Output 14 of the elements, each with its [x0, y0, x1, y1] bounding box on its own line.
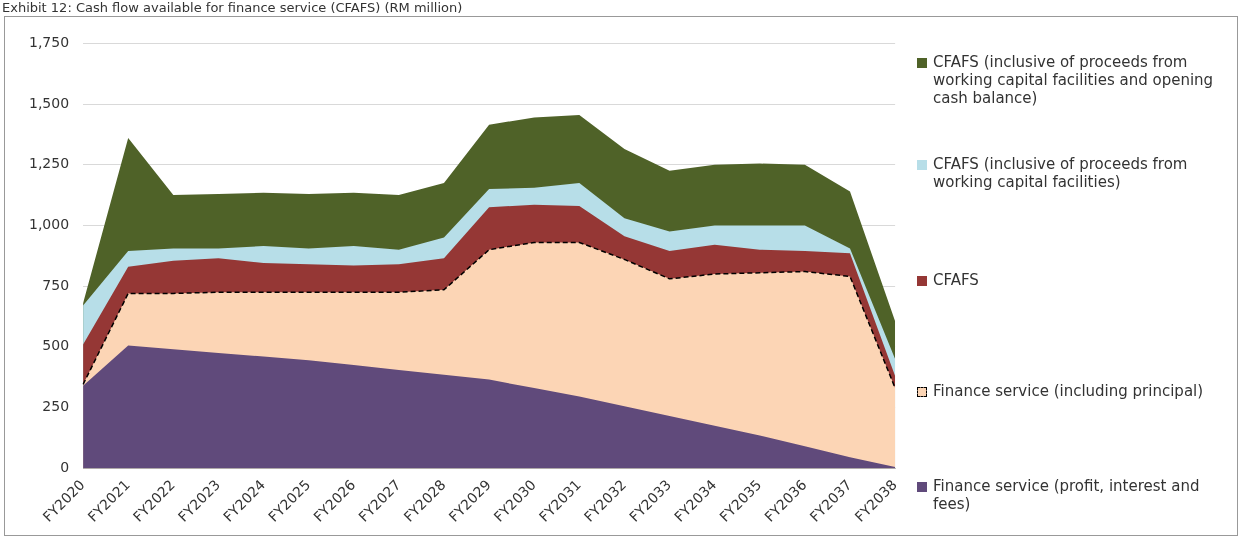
legend-label: Finance service (including principal) [933, 382, 1204, 400]
y-tick-label: 0 [60, 458, 70, 475]
y-tick-label: 250 [42, 398, 70, 415]
legend-label: CFAFS (inclusive of proceeds from working capital facilities) [933, 155, 1189, 191]
y-tick-label: 1,500 [28, 94, 70, 111]
y-tick-label: 500 [42, 337, 70, 354]
y-tick-label: 1,750 [28, 34, 70, 51]
legend-label: Finance service (profit, interest and fees) [933, 477, 1201, 513]
y-tick-label: 1,250 [28, 155, 70, 172]
y-tick-label: 1,000 [28, 216, 70, 233]
legend-label: CFAFS [933, 271, 979, 289]
chart-title: Exhibit 12: Cash flow available for finance service (CFAFS) (RM million) [2, 0, 463, 15]
legend-label: CFAFS (inclusive of proceeds from working capital facilities and opening cash balance) [933, 53, 1215, 107]
y-tick-label: 750 [42, 276, 70, 293]
